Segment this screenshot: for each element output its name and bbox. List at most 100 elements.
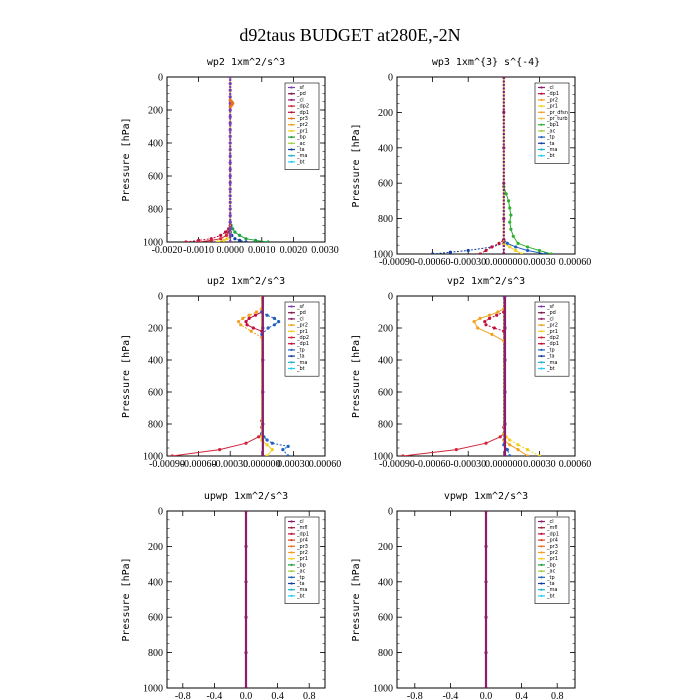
- x-tick-label: -0.00060: [415, 257, 451, 268]
- data-point-pr2: [476, 326, 480, 330]
- y-tick-label: 1000: [373, 452, 393, 463]
- legend: _sf_pd_cl_pr2_pr1_dp2_dp1_tp_ta_ma_bt: [284, 301, 320, 377]
- legend-entry-pr3: _pr3: [296, 544, 308, 550]
- y-axis-label: Pressure [hPa]: [121, 557, 132, 641]
- data-point-ta: [466, 248, 470, 253]
- data-point-sf: [228, 200, 232, 204]
- data-point-bp1: [504, 192, 508, 196]
- x-tick-label: -0.00060: [181, 459, 217, 470]
- legend-entry-sf: _sf: [296, 85, 304, 91]
- legend-marker-mfl: [540, 526, 543, 529]
- legend-marker-pr2: [290, 551, 293, 554]
- data-point-sf: [228, 108, 232, 112]
- legend-box: [284, 301, 320, 377]
- data-point-cl: [261, 296, 265, 298]
- legend-entry-bp1: _bp1: [546, 122, 559, 128]
- series-group: [170, 296, 290, 456]
- legend-marker-dp2: [540, 336, 543, 339]
- data-point-pr1: [525, 448, 530, 452]
- legend-entry-pr2: _pr2: [296, 550, 308, 556]
- legend-marker-tp: [540, 576, 543, 579]
- data-point-cl: [484, 511, 488, 513]
- data-point-sf: [228, 141, 232, 145]
- legend-marker-ac: [540, 129, 543, 132]
- data-point-bp1: [537, 248, 542, 253]
- x-tick-label: 0.4: [515, 691, 528, 700]
- legend-entry-pr4: _pr4: [546, 538, 558, 544]
- data-point-dp1: [253, 313, 258, 317]
- x-tick-label: 0.00030: [277, 459, 310, 470]
- legend-marker-pr3: [290, 545, 293, 548]
- legend-marker-bp1: [540, 123, 543, 126]
- legend-entry-ma: _ma: [296, 587, 307, 593]
- data-point-cl: [503, 358, 507, 362]
- data-point-pr1: [265, 443, 269, 447]
- y-tick-label: 600: [148, 388, 163, 399]
- data-point-bp1: [508, 220, 512, 224]
- chart-panel-3: up2 1xm^2/s^3 Pressure [hPa] 0 200 400 600 800…: [121, 276, 341, 470]
- legend-entry-ac: _ac: [546, 569, 556, 575]
- series-line-dp1: [185, 77, 231, 242]
- legend-entry-pr1: _pr1: [296, 329, 308, 335]
- legend-marker-sf: [290, 86, 293, 89]
- data-point-pr2: [516, 448, 520, 452]
- data-point-tp: [266, 326, 270, 330]
- data-point-bp1: [509, 227, 513, 231]
- legend-marker-pd: [290, 311, 293, 314]
- data-point-tp: [272, 323, 277, 327]
- series-line-pr2: [503, 296, 528, 456]
- y-tick-label: 0: [388, 73, 393, 84]
- data-point-cl: [261, 454, 265, 456]
- legend-marker-bt: [540, 594, 543, 598]
- data-point-pr2: [237, 320, 241, 324]
- y-tick-label: 1000: [143, 684, 163, 695]
- data-point-pr1: [520, 252, 524, 254]
- x-tick-label: 0.00030: [523, 459, 556, 470]
- data-point-dp1: [247, 316, 251, 320]
- x-tick-label: -0.00090: [379, 257, 415, 268]
- series-line-tp: [261, 311, 280, 335]
- legend-entry-cl: _cl: [296, 519, 304, 525]
- data-point-sf: [228, 95, 232, 99]
- legend-entry-ta: _ta: [546, 141, 555, 147]
- legend-entry-pr-turb: _pr_turb: [546, 116, 568, 122]
- legend-entry-ac: _ac: [546, 128, 556, 134]
- legend-marker-tp: [540, 348, 543, 351]
- legend-marker-cl: [290, 317, 293, 320]
- legend-entry-pr2: _pr2: [546, 550, 558, 556]
- data-point-cl: [244, 686, 248, 688]
- y-tick-label: 800: [148, 420, 163, 431]
- chart-panel-2: wp3 1xm^{3} s^{-4} Pressure [hPa] 0 200 400 6…: [351, 57, 591, 268]
- legend-entry-dp1: _dp1: [546, 531, 559, 537]
- data-point-bp: [253, 238, 258, 242]
- data-point-ta: [244, 240, 248, 242]
- data-point-cl: [484, 544, 488, 549]
- data-point-bp: [238, 233, 242, 237]
- legend-marker-ma: [540, 588, 543, 591]
- legend-entry-pr2: _pr2: [296, 323, 308, 329]
- legend-marker-pd: [540, 311, 543, 314]
- x-tick-label: 0.0020: [280, 245, 308, 256]
- y-tick-label: 1000: [373, 684, 393, 695]
- data-point-dp2: [257, 435, 261, 439]
- data-point-sf: [228, 214, 232, 218]
- data-point-sf: [228, 240, 232, 242]
- legend-entry-bp: _bp: [546, 562, 556, 568]
- data-point-pr1: [537, 454, 541, 456]
- data-point-bp: [266, 240, 270, 242]
- data-point-sf: [228, 161, 232, 165]
- data-point-tp: [265, 438, 269, 442]
- legend-marker-pr1: [290, 330, 293, 333]
- data-point-tp: [505, 448, 509, 452]
- data-point-dp2: [224, 233, 229, 237]
- series-line-dp2: [172, 296, 263, 456]
- legend-marker-cl: [540, 317, 543, 320]
- data-point-sf: [228, 220, 232, 224]
- legend-entry-ta: _ta: [546, 354, 555, 360]
- data-point-ta: [448, 250, 452, 254]
- series-group: [184, 77, 270, 242]
- series-line-pr1: [503, 77, 522, 254]
- x-tick-label: -0.00030: [212, 459, 248, 470]
- data-point-sf: [228, 82, 232, 86]
- data-point-dp1: [492, 326, 496, 330]
